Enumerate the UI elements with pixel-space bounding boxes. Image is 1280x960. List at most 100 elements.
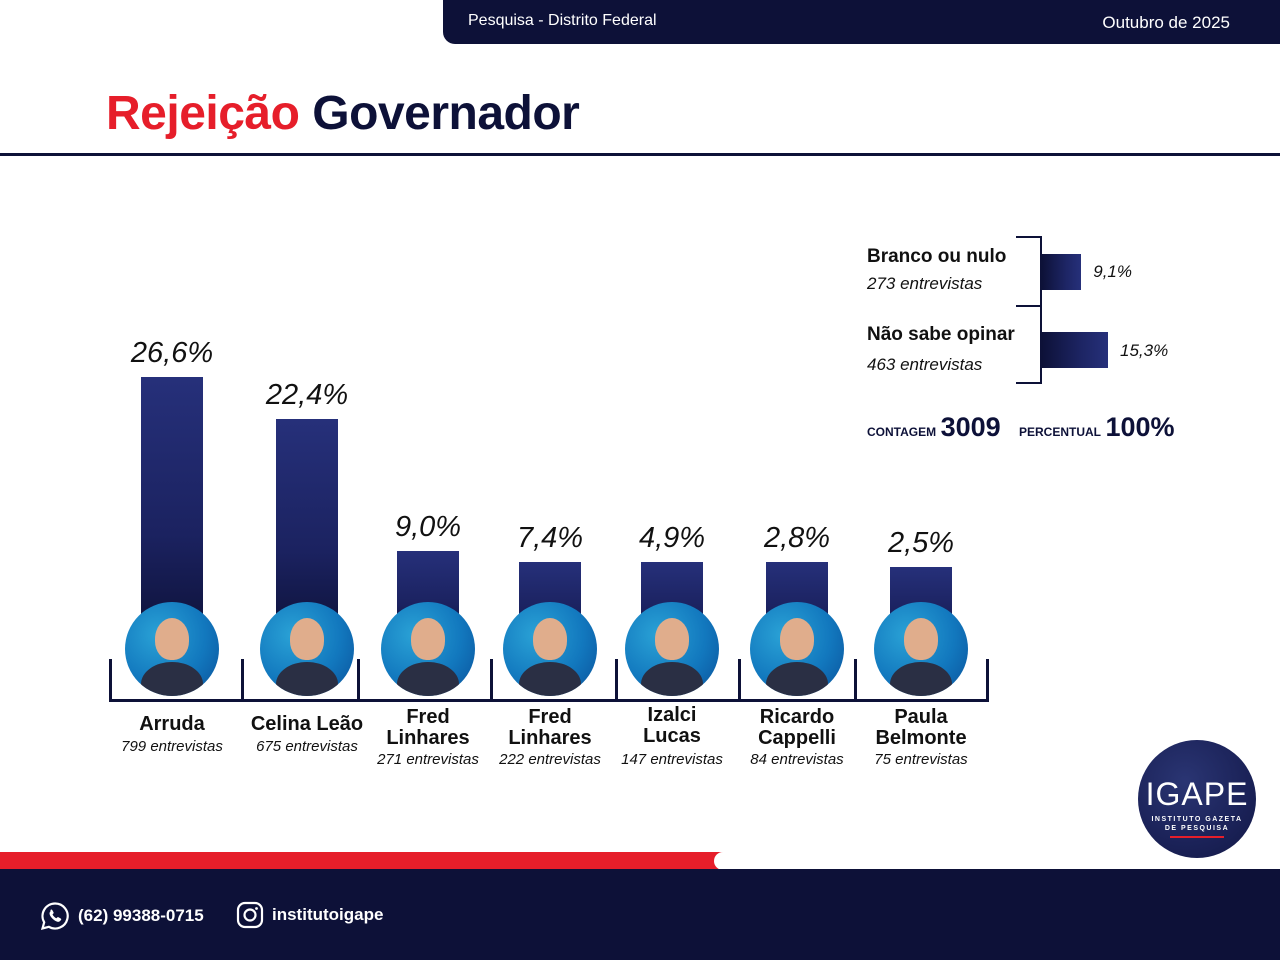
totals-percent: PERCENTUAL 100% xyxy=(1019,412,1175,443)
igape-logo: IGAPE INSTITUTO GAZETA DE PESQUISA xyxy=(1138,740,1256,858)
bracket-divider xyxy=(615,659,618,701)
bracket-divider xyxy=(109,659,112,701)
candidate-name-line: Linhares xyxy=(386,727,470,749)
side-label-0: Branco ou nulo xyxy=(867,246,1007,267)
count-label: CONTAGEM xyxy=(867,425,937,439)
side-bracket-top xyxy=(1016,236,1042,238)
bracket-divider xyxy=(357,659,360,701)
whatsapp-icon xyxy=(40,902,69,931)
logo-line1: INSTITUTO GAZETA xyxy=(1151,816,1243,823)
candidate-name-line: Arruda xyxy=(139,713,205,735)
candidate-name: Fred Linhares xyxy=(358,707,498,749)
candidate-name: Fred Linhares xyxy=(480,707,620,749)
instagram-handle: institutoigape xyxy=(272,905,384,924)
candidate-photo xyxy=(503,602,597,696)
photo-body xyxy=(397,662,459,696)
candidate-name-line: Izalci xyxy=(647,704,697,726)
candidate-count: 271 entrevistas xyxy=(377,751,479,768)
candidate-count: 75 entrevistas xyxy=(874,751,968,768)
bracket-divider xyxy=(738,659,741,701)
phone-number: (62) 99388-0715 xyxy=(78,906,204,925)
side-bracket-mid xyxy=(1016,305,1042,307)
footer: (62) 99388-0715 institutoigape xyxy=(0,869,1280,960)
candidate-name-line: Fred xyxy=(528,706,572,728)
photo-body xyxy=(766,662,828,696)
candidate-name-line: Cappelli xyxy=(758,727,836,749)
candidate-name-line: Belmonte xyxy=(875,727,967,749)
photo-body xyxy=(276,662,338,696)
candidate-name: Ricardo Cappelli xyxy=(727,707,867,749)
side-pct-1: 15,3% xyxy=(1120,341,1169,360)
percent-label: PERCENTUAL xyxy=(1019,425,1102,439)
side-bracket-vertical xyxy=(1040,236,1042,384)
side-count-0: 273 entrevistas xyxy=(867,274,983,293)
footer-instagram[interactable]: institutoigape xyxy=(236,901,383,929)
count-value: 3009 xyxy=(940,412,1001,442)
header-bar: Pesquisa - Distrito Federal Outubro de 2… xyxy=(443,0,1280,44)
candidate-name-line: Ricardo xyxy=(759,706,835,728)
side-bar-1 xyxy=(1042,332,1108,368)
photo-head xyxy=(655,618,689,660)
title-divider xyxy=(0,153,1280,156)
footer-red-strip xyxy=(0,852,726,870)
candidate-photo xyxy=(625,602,719,696)
candidate-photo xyxy=(125,602,219,696)
candidate-photo xyxy=(874,602,968,696)
title-part2: Governador xyxy=(312,87,580,140)
bracket-divider xyxy=(986,659,989,701)
bar-value-label: 2,5% xyxy=(887,527,955,560)
logo-line2: DE PESQUISA xyxy=(1164,825,1230,832)
candidate-name-line: Celina Leão xyxy=(250,713,364,735)
photo-head xyxy=(155,618,189,660)
photo-body xyxy=(519,662,581,696)
candidate-name: Celina Leão xyxy=(237,714,377,735)
bracket-divider xyxy=(241,659,244,701)
bar xyxy=(141,377,203,640)
bar-value-label: 9,0% xyxy=(394,511,462,543)
footer-phone[interactable]: (62) 99388-0715 xyxy=(40,901,204,931)
bar-value-label: 22,4% xyxy=(265,378,349,411)
date-label: Outubro de 2025 xyxy=(1102,13,1230,32)
photo-head xyxy=(533,618,567,660)
photo-head xyxy=(290,618,324,660)
side-count-1: 463 entrevistas xyxy=(867,355,983,374)
survey-label: Pesquisa - Distrito Federal xyxy=(468,12,657,29)
photo-body xyxy=(890,662,952,696)
candidate-photo xyxy=(260,602,354,696)
photo-head xyxy=(780,618,814,660)
candidate-photo xyxy=(381,602,475,696)
side-pct-0: 9,1% xyxy=(1093,262,1132,281)
candidate-count: 675 entrevistas xyxy=(256,738,358,755)
candidate-name-line: Linhares xyxy=(508,727,592,749)
candidate-name: Paula Belmonte xyxy=(851,707,991,749)
candidate-name: Arruda xyxy=(102,714,242,735)
bar-value-label: 2,8% xyxy=(763,522,831,554)
rejection-bar-chart: 26,6% Arruda 799 entrevistas 22,4% Celina Le… xyxy=(102,337,991,768)
candidate-name-line: Paula xyxy=(894,706,948,728)
bar-value-label: 7,4% xyxy=(516,522,584,554)
photo-body xyxy=(141,662,203,696)
candidate-count: 799 entrevistas xyxy=(121,738,223,755)
candidate-name-line: Fred xyxy=(406,706,450,728)
photo-body xyxy=(641,662,703,696)
candidate-name: Izalci Lucas xyxy=(602,705,742,747)
side-label-1: Não sabe opinar xyxy=(867,324,1015,345)
side-bracket-bottom xyxy=(1016,382,1042,384)
logo-word: IGAPE xyxy=(1145,776,1249,812)
bracket-baseline xyxy=(109,699,989,702)
logo-underline xyxy=(1170,836,1224,838)
bar-value-label: 4,9% xyxy=(638,522,706,554)
candidate-name-line: Lucas xyxy=(643,725,701,747)
page-title: Rejeição Governador xyxy=(106,86,580,141)
side-chart: Branco ou nulo 273 entrevistas 9,1% Não … xyxy=(860,230,1190,450)
title-part1: Rejeição xyxy=(106,87,300,140)
bracket-divider xyxy=(490,659,493,701)
percent-value: 100% xyxy=(1105,412,1175,442)
side-bar-0 xyxy=(1042,254,1082,290)
candidate-count: 222 entrevistas xyxy=(499,751,601,768)
candidate-count: 84 entrevistas xyxy=(750,751,844,768)
totals-count: CONTAGEM 3009 xyxy=(867,412,1001,443)
candidate-photo xyxy=(750,602,844,696)
photo-head xyxy=(411,618,445,660)
bracket-divider xyxy=(854,659,857,701)
